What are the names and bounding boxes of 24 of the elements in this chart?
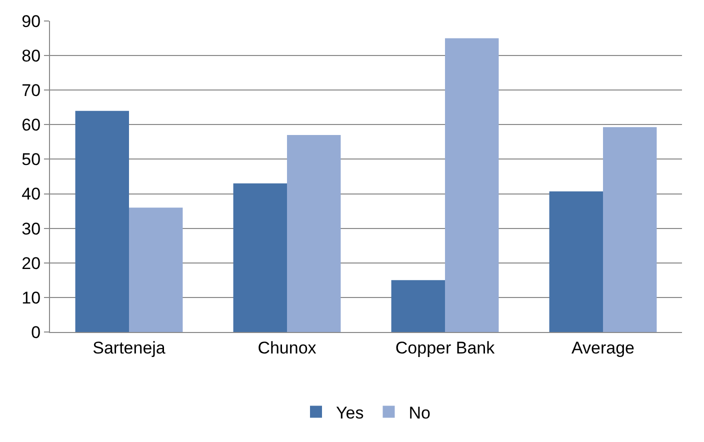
x-tick-label: Sarteneja	[92, 338, 166, 358]
bar	[75, 110, 129, 332]
y-tick-label: 90	[22, 12, 41, 31]
legend-label: Yes	[336, 403, 364, 422]
y-tick-label: 10	[22, 288, 41, 308]
legend-label: No	[408, 403, 430, 422]
x-tick-label: Copper Bank	[395, 338, 496, 358]
y-tick-label: 40	[22, 184, 41, 204]
x-tick-label: Average	[571, 338, 635, 358]
y-tick-label: 70	[22, 81, 41, 100]
y-tick-label: 20	[22, 254, 41, 273]
bar	[287, 135, 341, 332]
bar	[549, 191, 603, 332]
y-tick-label: 50	[22, 150, 41, 170]
bar	[603, 127, 657, 332]
y-tick-label: 60	[22, 116, 41, 135]
y-tick-label: 0	[31, 322, 41, 342]
y-tick-label: 30	[22, 219, 41, 238]
bar	[391, 280, 445, 332]
y-tick-label: 80	[22, 46, 41, 66]
x-tick-label: Chunox	[258, 338, 317, 358]
bar	[445, 38, 499, 332]
bar	[233, 183, 287, 332]
bar	[129, 208, 183, 332]
